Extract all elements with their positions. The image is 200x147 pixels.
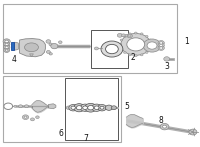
Text: 6: 6 [59,129,64,138]
Circle shape [120,39,123,41]
Circle shape [5,46,8,49]
Circle shape [22,115,29,120]
Circle shape [160,47,163,49]
Polygon shape [48,104,56,109]
Text: 2: 2 [130,53,135,62]
Circle shape [58,41,62,44]
Circle shape [160,123,169,130]
Circle shape [101,41,123,57]
Circle shape [127,34,132,38]
Circle shape [46,50,50,53]
Circle shape [5,49,8,51]
Circle shape [25,105,29,108]
Circle shape [158,43,164,48]
Text: 3: 3 [164,62,169,71]
Circle shape [94,47,98,50]
Text: 4: 4 [11,55,16,64]
Circle shape [123,35,126,37]
Circle shape [69,105,78,111]
Bar [3,76,121,142]
Circle shape [189,129,197,135]
Circle shape [140,33,143,35]
Circle shape [3,39,10,44]
Ellipse shape [25,43,38,52]
Polygon shape [15,42,19,50]
Circle shape [49,43,53,46]
Circle shape [76,106,82,110]
Circle shape [49,53,52,55]
Circle shape [106,44,118,54]
Circle shape [163,125,167,128]
Circle shape [128,33,131,35]
Circle shape [121,34,125,37]
Circle shape [117,34,122,37]
Circle shape [85,103,97,112]
Circle shape [150,43,153,45]
Circle shape [71,106,75,109]
Circle shape [160,44,163,47]
Circle shape [24,116,27,118]
Circle shape [4,103,13,110]
Bar [3,4,177,73]
Circle shape [51,44,58,49]
Circle shape [143,39,161,52]
Text: 5: 5 [124,102,129,111]
Circle shape [74,104,85,112]
Circle shape [80,104,90,111]
Circle shape [83,106,87,110]
Circle shape [123,51,126,53]
Circle shape [134,32,137,34]
Text: 8: 8 [158,116,163,125]
Text: 1: 1 [184,37,189,46]
Circle shape [125,34,129,37]
Circle shape [147,42,157,49]
Circle shape [14,105,17,107]
Circle shape [94,106,99,110]
Circle shape [164,57,170,61]
Bar [91,30,128,68]
Circle shape [3,45,10,50]
Circle shape [4,48,10,52]
Polygon shape [20,39,45,57]
Circle shape [98,105,106,111]
Circle shape [19,105,23,108]
Circle shape [105,105,113,110]
Circle shape [127,38,145,51]
Circle shape [30,118,34,121]
Circle shape [100,106,104,109]
Circle shape [5,40,8,43]
Circle shape [119,43,122,45]
Circle shape [46,40,51,43]
Circle shape [145,51,148,53]
Circle shape [88,106,94,110]
Circle shape [120,48,123,50]
Circle shape [158,46,164,50]
Text: 7: 7 [84,134,89,143]
Circle shape [66,106,71,110]
Circle shape [36,116,39,118]
Circle shape [158,41,164,45]
Circle shape [134,55,137,57]
Bar [65,78,118,140]
Bar [11,42,14,50]
Circle shape [5,43,8,46]
Circle shape [140,54,143,56]
Circle shape [160,42,163,44]
Circle shape [149,48,151,50]
Circle shape [3,42,10,47]
Circle shape [121,34,151,55]
Circle shape [111,106,116,110]
Polygon shape [29,54,33,57]
Circle shape [149,39,151,41]
Circle shape [128,54,131,56]
Circle shape [92,104,102,111]
Circle shape [129,35,131,37]
Circle shape [145,35,148,37]
